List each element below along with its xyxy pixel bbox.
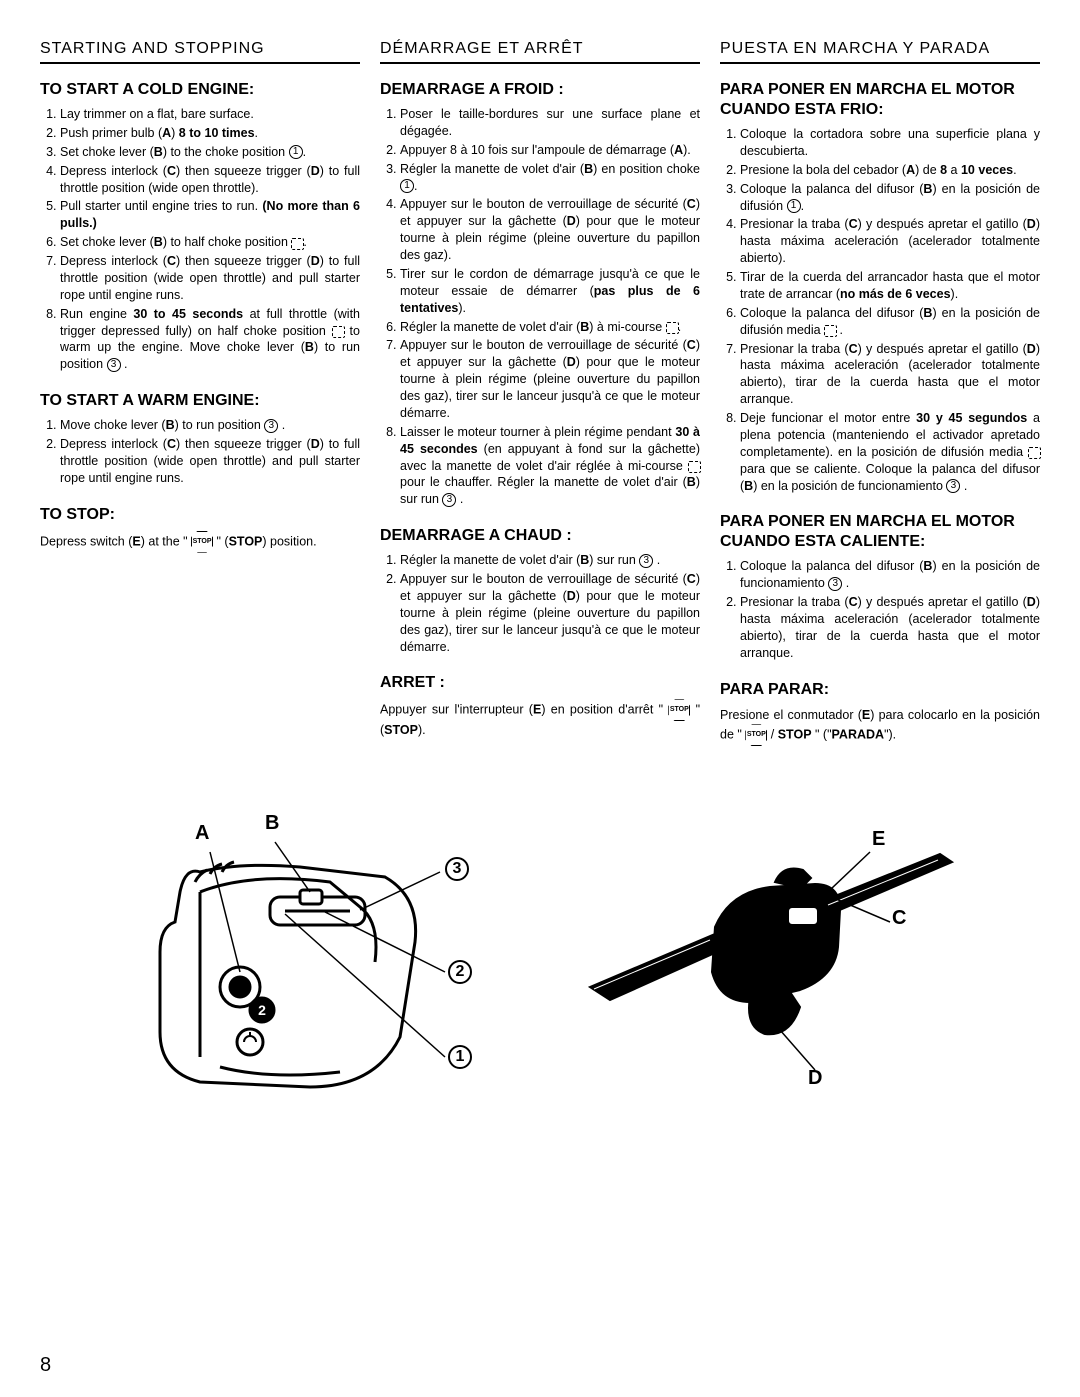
list-item: Coloque la cortadora sobre una superfici… bbox=[740, 126, 1040, 160]
cold-heading-en: TO START A COLD ENGINE: bbox=[40, 80, 360, 100]
list-item: Tirer sur le cordon de démarrage jusqu'à… bbox=[400, 266, 700, 317]
warm-heading-fr: DEMARRAGE A CHAUD : bbox=[380, 526, 700, 546]
header-spanish: PUESTA EN MARCHA Y PARADA bbox=[720, 40, 1040, 64]
list-item: Set choke lever (B) to half choke positi… bbox=[60, 234, 360, 251]
list-item: Appuyer sur le bouton de verrouillage de… bbox=[400, 196, 700, 264]
list-item: Presionar la traba (C) y después apretar… bbox=[740, 594, 1040, 662]
column-french: DÉMARRAGE ET ARRÊT DEMARRAGE A FROID : P… bbox=[380, 40, 700, 752]
figure-handle: E C D bbox=[580, 812, 980, 1097]
list-item: Depress interlock (C) then squeeze trigg… bbox=[60, 163, 360, 197]
list-item: Deje funcionar el motor entre 30 y 45 se… bbox=[740, 410, 1040, 494]
handle-diagram-svg bbox=[580, 812, 980, 1092]
list-item: Run engine 30 to 45 seconds at full thro… bbox=[60, 306, 360, 374]
list-item: Tirar de la cuerda del arrancador hasta … bbox=[740, 269, 1040, 303]
list-item: Régler la manette de volet d'air (B) à m… bbox=[400, 319, 700, 336]
figure-engine: 2 A B 3 2 1 bbox=[100, 812, 520, 1127]
page-number: 8 bbox=[40, 1354, 51, 1377]
list-item: Coloque la palanca del difusor (B) en la… bbox=[740, 558, 1040, 592]
list-item: Appuyer sur le bouton de verrouillage de… bbox=[400, 337, 700, 421]
stop-heading-fr: ARRET : bbox=[380, 673, 700, 693]
warm-steps-fr: Régler la manette de volet d'air (B) sur… bbox=[380, 552, 700, 655]
label-A: A bbox=[195, 822, 209, 845]
cold-heading-fr: DEMARRAGE A FROID : bbox=[380, 80, 700, 100]
cold-heading-es: PARA PONER EN MARCHA EL MOTOR CUANDO EST… bbox=[720, 80, 1040, 120]
list-item: Move choke lever (B) to run position 3 . bbox=[60, 417, 360, 434]
label-B: B bbox=[265, 812, 279, 835]
column-english: STARTING AND STOPPING TO START A COLD EN… bbox=[40, 40, 360, 752]
header-english: STARTING AND STOPPING bbox=[40, 40, 360, 64]
warm-heading-en: TO START A WARM ENGINE: bbox=[40, 391, 360, 411]
stop-text-es: Presione el conmutador (E) para colocarl… bbox=[720, 706, 1040, 747]
list-item: Coloque la palanca del difusor (B) en la… bbox=[740, 305, 1040, 339]
cold-steps-fr: Poser le taille-bordures sur une surface… bbox=[380, 106, 700, 508]
list-item: Set choke lever (B) to the choke positio… bbox=[60, 144, 360, 161]
list-item: Depress interlock (C) then squeeze trigg… bbox=[60, 436, 360, 487]
cold-steps-en: Lay trimmer on a flat, bare surface. Push… bbox=[40, 106, 360, 373]
list-item: Coloque la palanca del difusor (B) en la… bbox=[740, 181, 1040, 215]
stop-heading-es: PARA PARAR: bbox=[720, 680, 1040, 700]
list-item: Presione la bola del cebador (A) de 8 a … bbox=[740, 162, 1040, 179]
warm-steps-en: Move choke lever (B) to run position 3 .… bbox=[40, 417, 360, 487]
warm-heading-es: PARA PONER EN MARCHA EL MOTOR CUANDO EST… bbox=[720, 512, 1040, 552]
list-item: Depress interlock (C) then squeeze trigg… bbox=[60, 253, 360, 304]
page-columns: STARTING AND STOPPING TO START A COLD EN… bbox=[40, 40, 1040, 752]
stop-heading-en: TO STOP: bbox=[40, 505, 360, 525]
label-E: E bbox=[872, 828, 885, 851]
header-french: DÉMARRAGE ET ARRÊT bbox=[380, 40, 700, 64]
svg-text:2: 2 bbox=[258, 1002, 266, 1018]
list-item: Régler la manette de volet d'air (B) sur… bbox=[400, 552, 700, 569]
list-item: Poser le taille-bordures sur une surface… bbox=[400, 106, 700, 140]
list-item: Appuyer sur le bouton de verrouillage de… bbox=[400, 571, 700, 655]
list-item: Laisser le moteur tourner à plein régime… bbox=[400, 424, 700, 508]
list-item: Lay trimmer on a flat, bare surface. bbox=[60, 106, 360, 123]
list-item: Push primer bulb (A) 8 to 10 times. bbox=[60, 125, 360, 142]
label-C: C bbox=[892, 907, 906, 930]
figures-row: 2 A B 3 2 1 bbox=[40, 812, 1040, 1127]
column-spanish: PUESTA EN MARCHA Y PARADA PARA PONER EN … bbox=[720, 40, 1040, 752]
stop-text-en: Depress switch (E) at the " STOP " (STOP… bbox=[40, 531, 360, 553]
list-item: Presionar la traba (C) y después apretar… bbox=[740, 341, 1040, 409]
list-item: Appuyer 8 à 10 fois sur l'ampoule de dém… bbox=[400, 142, 700, 159]
warm-steps-es: Coloque la palanca del difusor (B) en la… bbox=[720, 558, 1040, 661]
label-D: D bbox=[808, 1067, 822, 1090]
list-item: Régler la manette de volet d'air (B) en … bbox=[400, 161, 700, 195]
list-item: Pull starter until engine tries to run. … bbox=[60, 198, 360, 232]
stop-text-fr: Appuyer sur l'interrupteur (E) en positi… bbox=[380, 699, 700, 740]
list-item: Presionar la traba (C) y después apretar… bbox=[740, 216, 1040, 267]
cold-steps-es: Coloque la cortadora sobre una superfici… bbox=[720, 126, 1040, 494]
